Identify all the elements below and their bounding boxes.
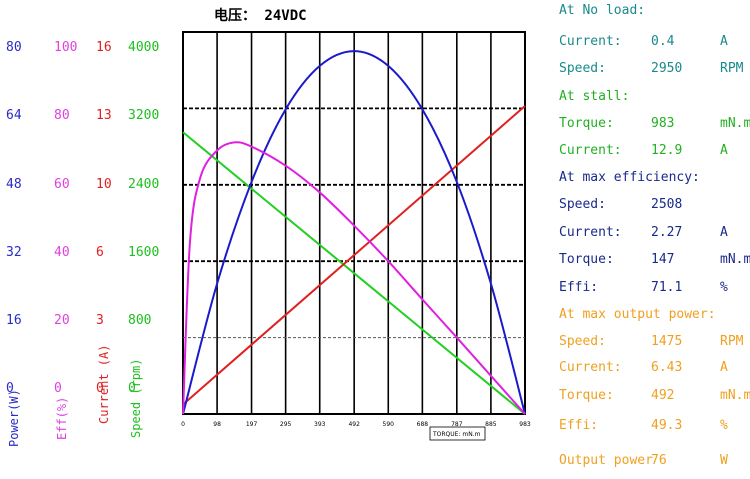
spec-label: Torque:	[559, 116, 614, 131]
x-tick-label: 983	[519, 421, 531, 428]
spec-unit: RPM	[720, 334, 744, 349]
y-tick-power: 16	[6, 313, 22, 328]
y-tick-speed: 1600	[128, 245, 160, 260]
y-tick-eff: 40	[54, 245, 70, 260]
spec-value: 6.43	[651, 360, 683, 375]
y-tick-power: 0	[6, 381, 14, 396]
y-tick-speed: 0	[128, 381, 136, 396]
spec-value: 0.4	[651, 34, 675, 49]
spec-unit: %	[720, 280, 728, 295]
spec-value: 2.27	[651, 225, 683, 240]
spec-label: At stall:	[559, 89, 630, 104]
x-tick-label: 492	[348, 421, 360, 428]
spec-value: 49.3	[651, 418, 683, 433]
spec-unit: mN.m	[720, 252, 750, 267]
x-tick-label: 0	[181, 421, 185, 428]
x-tick-label: 393	[314, 421, 326, 428]
spec-label: Current:	[559, 225, 622, 240]
spec-unit: %	[720, 418, 728, 433]
y-tick-current: 0	[96, 381, 104, 396]
y-tick-speed: 3200	[128, 108, 160, 123]
spec-unit: mN.m	[720, 116, 750, 131]
x-tick-label: 885	[485, 421, 497, 428]
spec-label: Current:	[559, 34, 622, 49]
spec-label: At max output power:	[559, 307, 716, 322]
spec-unit: mN.m	[720, 388, 750, 403]
spec-value: 983	[651, 116, 675, 131]
y-tick-eff: 60	[54, 177, 70, 192]
y-tick-power: 32	[6, 245, 22, 260]
spec-value: 2950	[651, 61, 683, 76]
spec-label: At No load:	[559, 3, 646, 18]
spec-label: Effi:	[559, 418, 599, 433]
spec-label: At max efficiency:	[559, 170, 700, 185]
spec-value: 12.9	[651, 143, 683, 158]
series-line-efficiency	[182, 141, 526, 415]
y-tick-eff: 0	[54, 381, 62, 396]
y-tick-eff: 20	[54, 313, 70, 328]
y-tick-current: 6	[96, 245, 104, 260]
spec-label: Speed:	[559, 334, 606, 349]
spec-value: 71.1	[651, 280, 683, 295]
y-axis-title-current: Current (A)	[97, 344, 111, 424]
spec-unit: A	[720, 34, 728, 49]
spec-label: Torque:	[559, 252, 614, 267]
spec-label: Torque:	[559, 388, 614, 403]
y-axis-title-power: Power(W)	[7, 389, 21, 447]
y-tick-speed: 2400	[128, 177, 160, 192]
spec-value: 147	[651, 252, 675, 267]
spec-label: Speed:	[559, 61, 606, 76]
spec-value: 76	[651, 453, 667, 468]
spec-label: Effi:	[559, 280, 599, 295]
x-tick-label: 197	[246, 421, 258, 428]
plot-series	[182, 50, 526, 415]
y-tick-current: 3	[96, 313, 104, 328]
series-line-current	[182, 105, 526, 406]
spec-label: Current:	[559, 360, 622, 375]
spec-value: 1475	[651, 334, 683, 349]
y-tick-power: 64	[6, 108, 22, 123]
y-axis-title-eff: Eff(%)	[55, 396, 69, 440]
y-tick-current: 13	[96, 108, 112, 123]
spec-unit: W	[720, 453, 728, 468]
spec-value: 492	[651, 388, 675, 403]
x-tick-label: 295	[280, 421, 292, 428]
spec-value: 2508	[651, 197, 683, 212]
spec-label: Speed:	[559, 197, 606, 212]
x-ticks: 0 98 197 295 393 492 590 688 787 885 983 TORQUE: mN…	[181, 421, 531, 441]
x-tick-label: 787	[451, 421, 463, 428]
x-tick-label: 688	[417, 421, 429, 428]
x-tick-label: 590	[383, 421, 395, 428]
y-tick-speed: 4000	[128, 40, 160, 55]
spec-label: Current:	[559, 143, 622, 158]
y-tick-current: 10	[96, 177, 112, 192]
x-tick-label: 98	[213, 421, 221, 428]
series-line-power	[182, 50, 526, 415]
y-tick-power: 48	[6, 177, 22, 192]
spec-unit: RPM	[720, 61, 744, 76]
spec-label: Output power	[559, 453, 653, 468]
plot-grid	[182, 31, 526, 415]
spec-unit: A	[720, 360, 728, 375]
y-tick-eff: 100	[54, 40, 78, 55]
y-tick-eff: 80	[54, 108, 70, 123]
y-tick-speed: 800	[128, 313, 152, 328]
x-axis-label-box	[429, 426, 486, 441]
spec-unit: A	[720, 225, 728, 240]
y-tick-current: 16	[96, 40, 112, 55]
y-axis-title-speed: Speed (rpm)	[129, 358, 143, 438]
x-axis-label: TORQUE: mN.m	[432, 431, 481, 438]
y-tick-power: 80	[6, 40, 22, 55]
spec-unit: A	[720, 143, 728, 158]
chart-title: 电压： 24VDC	[214, 8, 307, 24]
series-line-speed	[182, 131, 526, 415]
